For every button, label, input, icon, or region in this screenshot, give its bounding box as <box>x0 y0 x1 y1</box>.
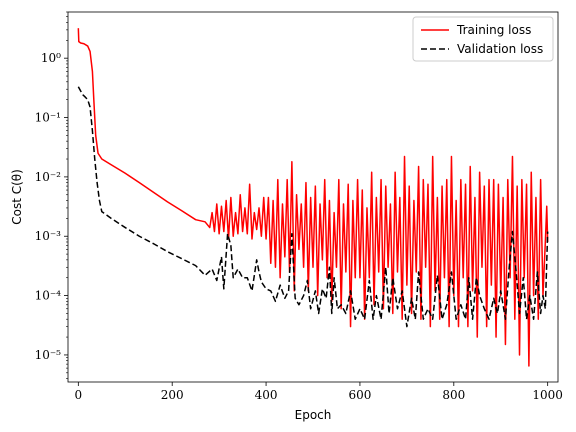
y-tick-label: 10⁰ <box>41 51 61 65</box>
y-axis-label: Cost C(θ) <box>10 169 24 225</box>
y-tick-label: 10⁻³ <box>35 229 62 243</box>
legend-label-training: Training loss <box>456 23 531 37</box>
y-tick-label: 10⁻² <box>35 170 62 184</box>
x-axis: 0 200 400 600 800 1000 <box>75 382 563 402</box>
x-tick-label: 200 <box>161 388 184 402</box>
y-tick-label: 10⁻⁵ <box>35 348 62 362</box>
x-tick-label: 1000 <box>532 388 563 402</box>
legend: Training loss Validation loss <box>413 17 553 61</box>
series-line-training-loss <box>78 28 547 366</box>
x-tick-label: 400 <box>255 388 278 402</box>
legend-label-validation: Validation loss <box>457 42 543 56</box>
series-layer <box>78 28 547 366</box>
y-tick-label: 10⁻⁴ <box>35 289 62 303</box>
x-axis-label: Epoch <box>295 408 332 422</box>
x-tick-label: 800 <box>442 388 465 402</box>
x-tick-label: 0 <box>75 388 83 402</box>
y-axis: 10⁻⁵ 10⁻⁴ 10⁻³ 10⁻² 10⁻¹ 10⁰ <box>35 12 68 379</box>
x-tick-label: 600 <box>348 388 371 402</box>
y-tick-label: 10⁻¹ <box>35 111 61 125</box>
